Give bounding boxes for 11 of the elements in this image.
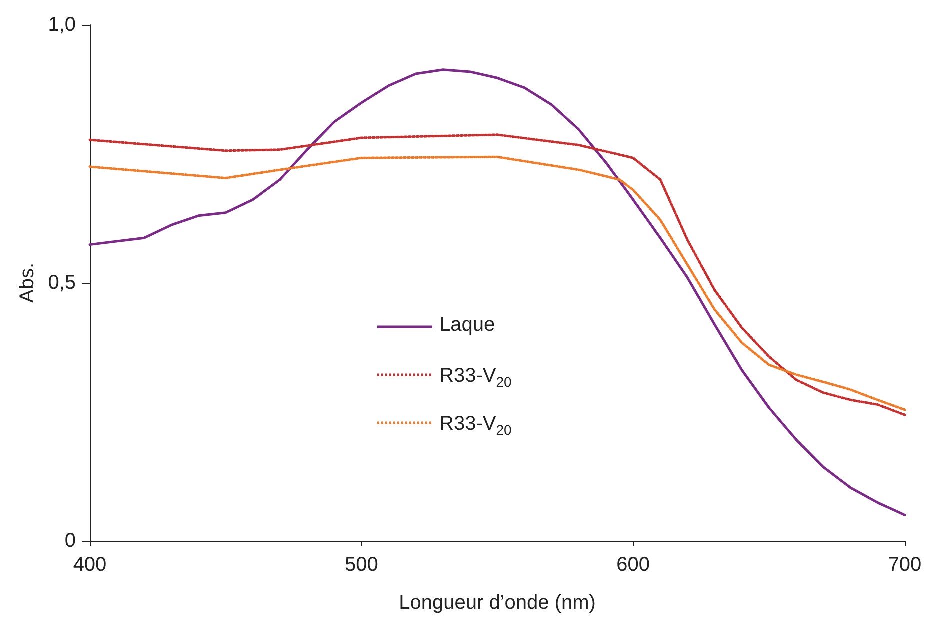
x-tick-label: 400 [73, 554, 107, 576]
y-tick-label: 0,5 [48, 272, 76, 294]
x-tick-label: 500 [344, 554, 378, 576]
y-axis-title: Abs. [16, 262, 38, 304]
legend-label: Laque [440, 314, 496, 336]
x-tick-label: 600 [616, 554, 650, 576]
y-tick-label: 0 [64, 530, 76, 552]
line-series [88, 68, 906, 516]
x-tick-label: 700 [888, 554, 922, 576]
x-axis-title: Longueur d’onde (nm) [399, 592, 596, 614]
y-tick-label: 1,0 [48, 14, 76, 36]
